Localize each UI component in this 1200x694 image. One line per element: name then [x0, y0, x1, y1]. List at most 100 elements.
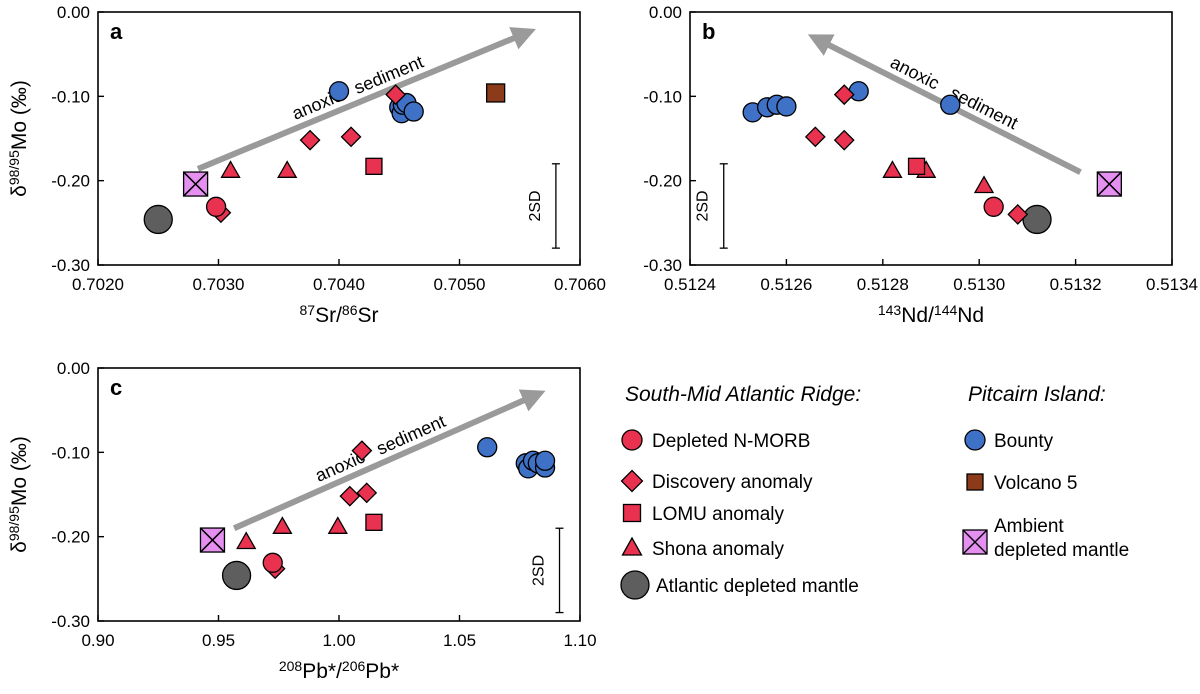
plot-frame [689, 11, 1173, 266]
legend-item-volcano5: Volcano 5 [966, 473, 1077, 494]
y-tick-label: -0.10 [51, 87, 90, 106]
chart-panel-a: 0.7020 0.7030 0.7040 0.7050 0.7060 0.00 -0.10 -… [6, 3, 606, 327]
legend-item-discovery: Discovery anomaly [620, 469, 813, 493]
legend-label-atlantic: Atlantic depleted mantle [656, 576, 859, 597]
discovery-anomaly-point [385, 84, 407, 106]
error-bar-2sd [555, 527, 564, 614]
axis-title-text: Sr/ [315, 304, 342, 327]
arrow-label: anoxic sediment [312, 411, 448, 486]
x-axis-title: 87Sr/86Sr [300, 302, 379, 327]
x-tick-label: 0.5124 [664, 275, 716, 294]
x-tick-label: 0.90 [81, 631, 114, 650]
y-axis-title: δ98/95Mo (‰) [6, 80, 31, 197]
x-tick-label: 0.95 [202, 631, 235, 650]
legend: South-Mid Atlantic Ridge: Pitcairn Islan… [620, 383, 1129, 600]
legend-item-depleted-nmorb: Depleted N-MORB [621, 429, 810, 452]
sd-label: 2SD [531, 555, 548, 586]
discovery-anomaly-point [299, 129, 321, 151]
discovery-anomaly-point [804, 126, 826, 148]
shona-anomaly-point [882, 160, 903, 178]
y-tick-label: -0.20 [643, 172, 682, 191]
ambient-depleted-mantle-point [199, 527, 226, 553]
brown-square-marker-icon [966, 473, 984, 491]
bounty-point [403, 101, 424, 122]
legend-item-atlantic: Atlantic depleted mantle [620, 570, 859, 600]
legend-label-depleted-nmorb: Depleted N-MORB [652, 431, 810, 452]
y-tick-label: -0.20 [51, 528, 90, 547]
x-axis-title: 208Pb*/206Pb* [279, 658, 399, 683]
depleted-n-morb-point [205, 196, 227, 217]
x-tick-label: 0.5134 [1146, 275, 1198, 294]
red-square-marker-icon [622, 503, 642, 523]
shona-anomaly-point [277, 160, 298, 178]
sd-label: 2SD [527, 190, 544, 221]
discovery-anomaly-point [1007, 203, 1029, 225]
panel-letter: c [110, 375, 122, 400]
lomu-anomaly-point [365, 513, 383, 531]
arrow-label: anoxic sediment [887, 52, 1021, 133]
x-tick-label: 0.7060 [554, 275, 606, 294]
x-tick-label: 0.7040 [313, 275, 365, 294]
axis-title-superscript: 86 [342, 302, 358, 318]
shona-anomaly-point [220, 160, 241, 178]
x-tick-label: 0.7020 [72, 275, 124, 294]
bounty-point [848, 81, 869, 102]
red-diamond-marker-icon [620, 469, 644, 493]
legend-header-pitcairn: Pitcairn Island: [968, 383, 1106, 406]
y-tick-label: -0.10 [643, 87, 682, 106]
axis-title-text: Nd [957, 304, 984, 327]
ambient-depleted-mantle-point [182, 171, 209, 197]
y-axis-title: δ98/95Mo (‰) [6, 436, 31, 553]
trend-arrow [232, 389, 546, 531]
x-tick-label: 0.7050 [434, 275, 486, 294]
y-tick-label: 0.00 [649, 3, 682, 22]
discovery-anomaly-point [356, 482, 378, 504]
x-tick-label: 1.00 [322, 631, 355, 650]
y-tick-label: 0.00 [57, 359, 90, 378]
axis-title-text: Pb* [365, 660, 399, 683]
axis-title-superscript: 87 [300, 302, 316, 318]
lomu-anomaly-point [907, 157, 926, 175]
axis-title-superscript: 143 [878, 302, 902, 318]
axis-title-superscript: 206 [342, 658, 366, 674]
atlantic-depleted-mantle-point [143, 204, 173, 235]
red-triangle-marker-icon [621, 536, 643, 556]
blue-circle-marker-icon [964, 429, 986, 451]
chart-panel-c: 0.90 0.95 1.00 1.05 1.10 0.00 -0.10 -0.20 -0.30 2… [6, 359, 597, 683]
atlantic-depleted-mantle-point [221, 560, 252, 591]
red-circle-marker-icon [621, 429, 643, 451]
grey-circle-marker-icon [620, 570, 650, 600]
y-tick-label: -0.30 [51, 612, 90, 631]
atlantic-depleted-mantle-point [1022, 204, 1052, 235]
depleted-n-morb-point [983, 196, 1004, 217]
legend-label-bounty: Bounty [994, 431, 1054, 452]
x-axis-title: 143Nd/144Nd [878, 302, 984, 327]
legend-header-smar: South-Mid Atlantic Ridge: [625, 383, 861, 406]
legend-label-shona: Shona anomaly [652, 539, 785, 560]
x-tick-label: 0.5126 [760, 275, 812, 294]
legend-label-discovery: Discovery anomaly [652, 472, 813, 493]
legend-item-lomu: LOMU anomaly [622, 503, 784, 525]
data-points [199, 437, 556, 591]
legend-item-bounty: Bounty [964, 429, 1054, 452]
bounty-point [776, 96, 797, 117]
bounty-point [477, 437, 498, 458]
depleted-n-morb-point [262, 552, 283, 573]
ambient-depleted-mantle-point [1096, 171, 1122, 197]
volcano-5-point [485, 83, 506, 103]
discovery-anomaly-point [339, 485, 361, 507]
bounty-point [328, 81, 350, 102]
panel-letter: b [702, 19, 715, 44]
panel-letter: a [110, 19, 123, 44]
x-tick-label: 0.5130 [953, 275, 1005, 294]
discovery-anomaly-point [351, 440, 373, 462]
x-tick-label: 0.7030 [193, 275, 245, 294]
discovery-anomaly-point [833, 84, 855, 106]
legend-label-ambient-line2: depleted mantle [994, 540, 1129, 561]
legend-label-ambient-line1: Ambient [994, 516, 1064, 537]
error-bar-2sd [719, 163, 728, 249]
shona-anomaly-point [973, 175, 995, 194]
y-tick-label: 0.00 [57, 3, 90, 22]
y-tick-label: -0.30 [51, 256, 90, 275]
